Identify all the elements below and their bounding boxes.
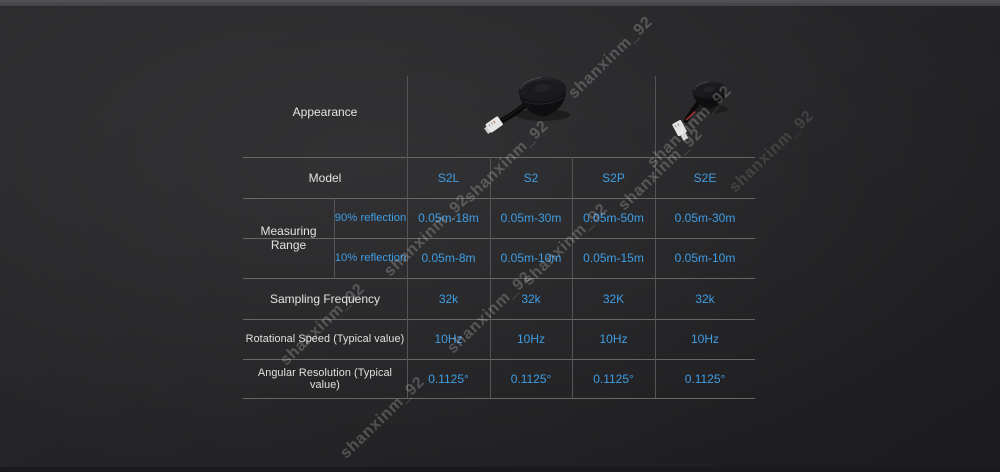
lidar-s2e-product-image (672, 81, 728, 141)
model-name: S2L (437, 170, 460, 185)
grid-line (243, 198, 755, 199)
grid-line (407, 76, 408, 398)
angular-resolution-label: Angular Resolution (Typical value) (257, 366, 393, 391)
sampling-value: 32k (438, 291, 459, 306)
sampling-value: 32k (521, 291, 541, 306)
resolution-value: 0.1125° (593, 371, 634, 386)
range-10-value: 0.05m-10m (500, 251, 562, 265)
grid-line (655, 76, 656, 398)
speed-value: 10Hz (516, 332, 545, 346)
model-name: S2 (523, 170, 539, 185)
range-90-value: 0.05m-50m (583, 211, 644, 225)
resolution-value: 0.1125° (684, 371, 726, 386)
range-10-value: 0.05m-10m (674, 251, 736, 265)
sampling-value: 32K (602, 291, 625, 306)
grid-line (243, 359, 755, 360)
reflection-10-label: 10% reflection (334, 252, 407, 264)
range-90-value: 0.05m-30m (500, 211, 562, 225)
model-row-label: Model (308, 170, 342, 185)
speed-value: 10Hz (599, 332, 628, 346)
speed-value: 10Hz (434, 332, 463, 346)
lidar-s2-product-image (484, 77, 570, 135)
range-90-value: 0.05m-30m (674, 211, 736, 225)
sampling-value: 32k (695, 291, 715, 306)
sampling-frequency-label: Sampling Frequency (269, 291, 381, 306)
appearance-row-label: Appearance (292, 105, 358, 119)
reflection-90-label: 90% reflection (334, 212, 407, 224)
bottom-window-bar (0, 467, 1000, 472)
speed-value: 10Hz (690, 332, 719, 346)
grid-line (490, 157, 491, 398)
measuring-range-label: Measuring Range (260, 224, 317, 252)
range-90-value: 0.05m-18m (418, 211, 479, 225)
grid-line (334, 198, 335, 278)
range-10-value: 0.05m-8m (421, 251, 476, 265)
grid-line (243, 398, 755, 399)
model-name: S2E (693, 170, 717, 185)
grid-line (243, 157, 755, 158)
resolution-value: 0.1125° (428, 371, 469, 386)
resolution-value: 0.1125° (510, 371, 552, 386)
grid-line (572, 157, 573, 398)
grid-line (243, 278, 755, 279)
rotational-speed-label: Rotational Speed (Typical value) (245, 333, 405, 345)
top-window-bar (0, 0, 1000, 6)
range-10-value: 0.05m-15m (583, 251, 644, 265)
grid-line (243, 238, 755, 239)
model-name: S2P (602, 170, 625, 185)
grid-line (243, 319, 755, 320)
